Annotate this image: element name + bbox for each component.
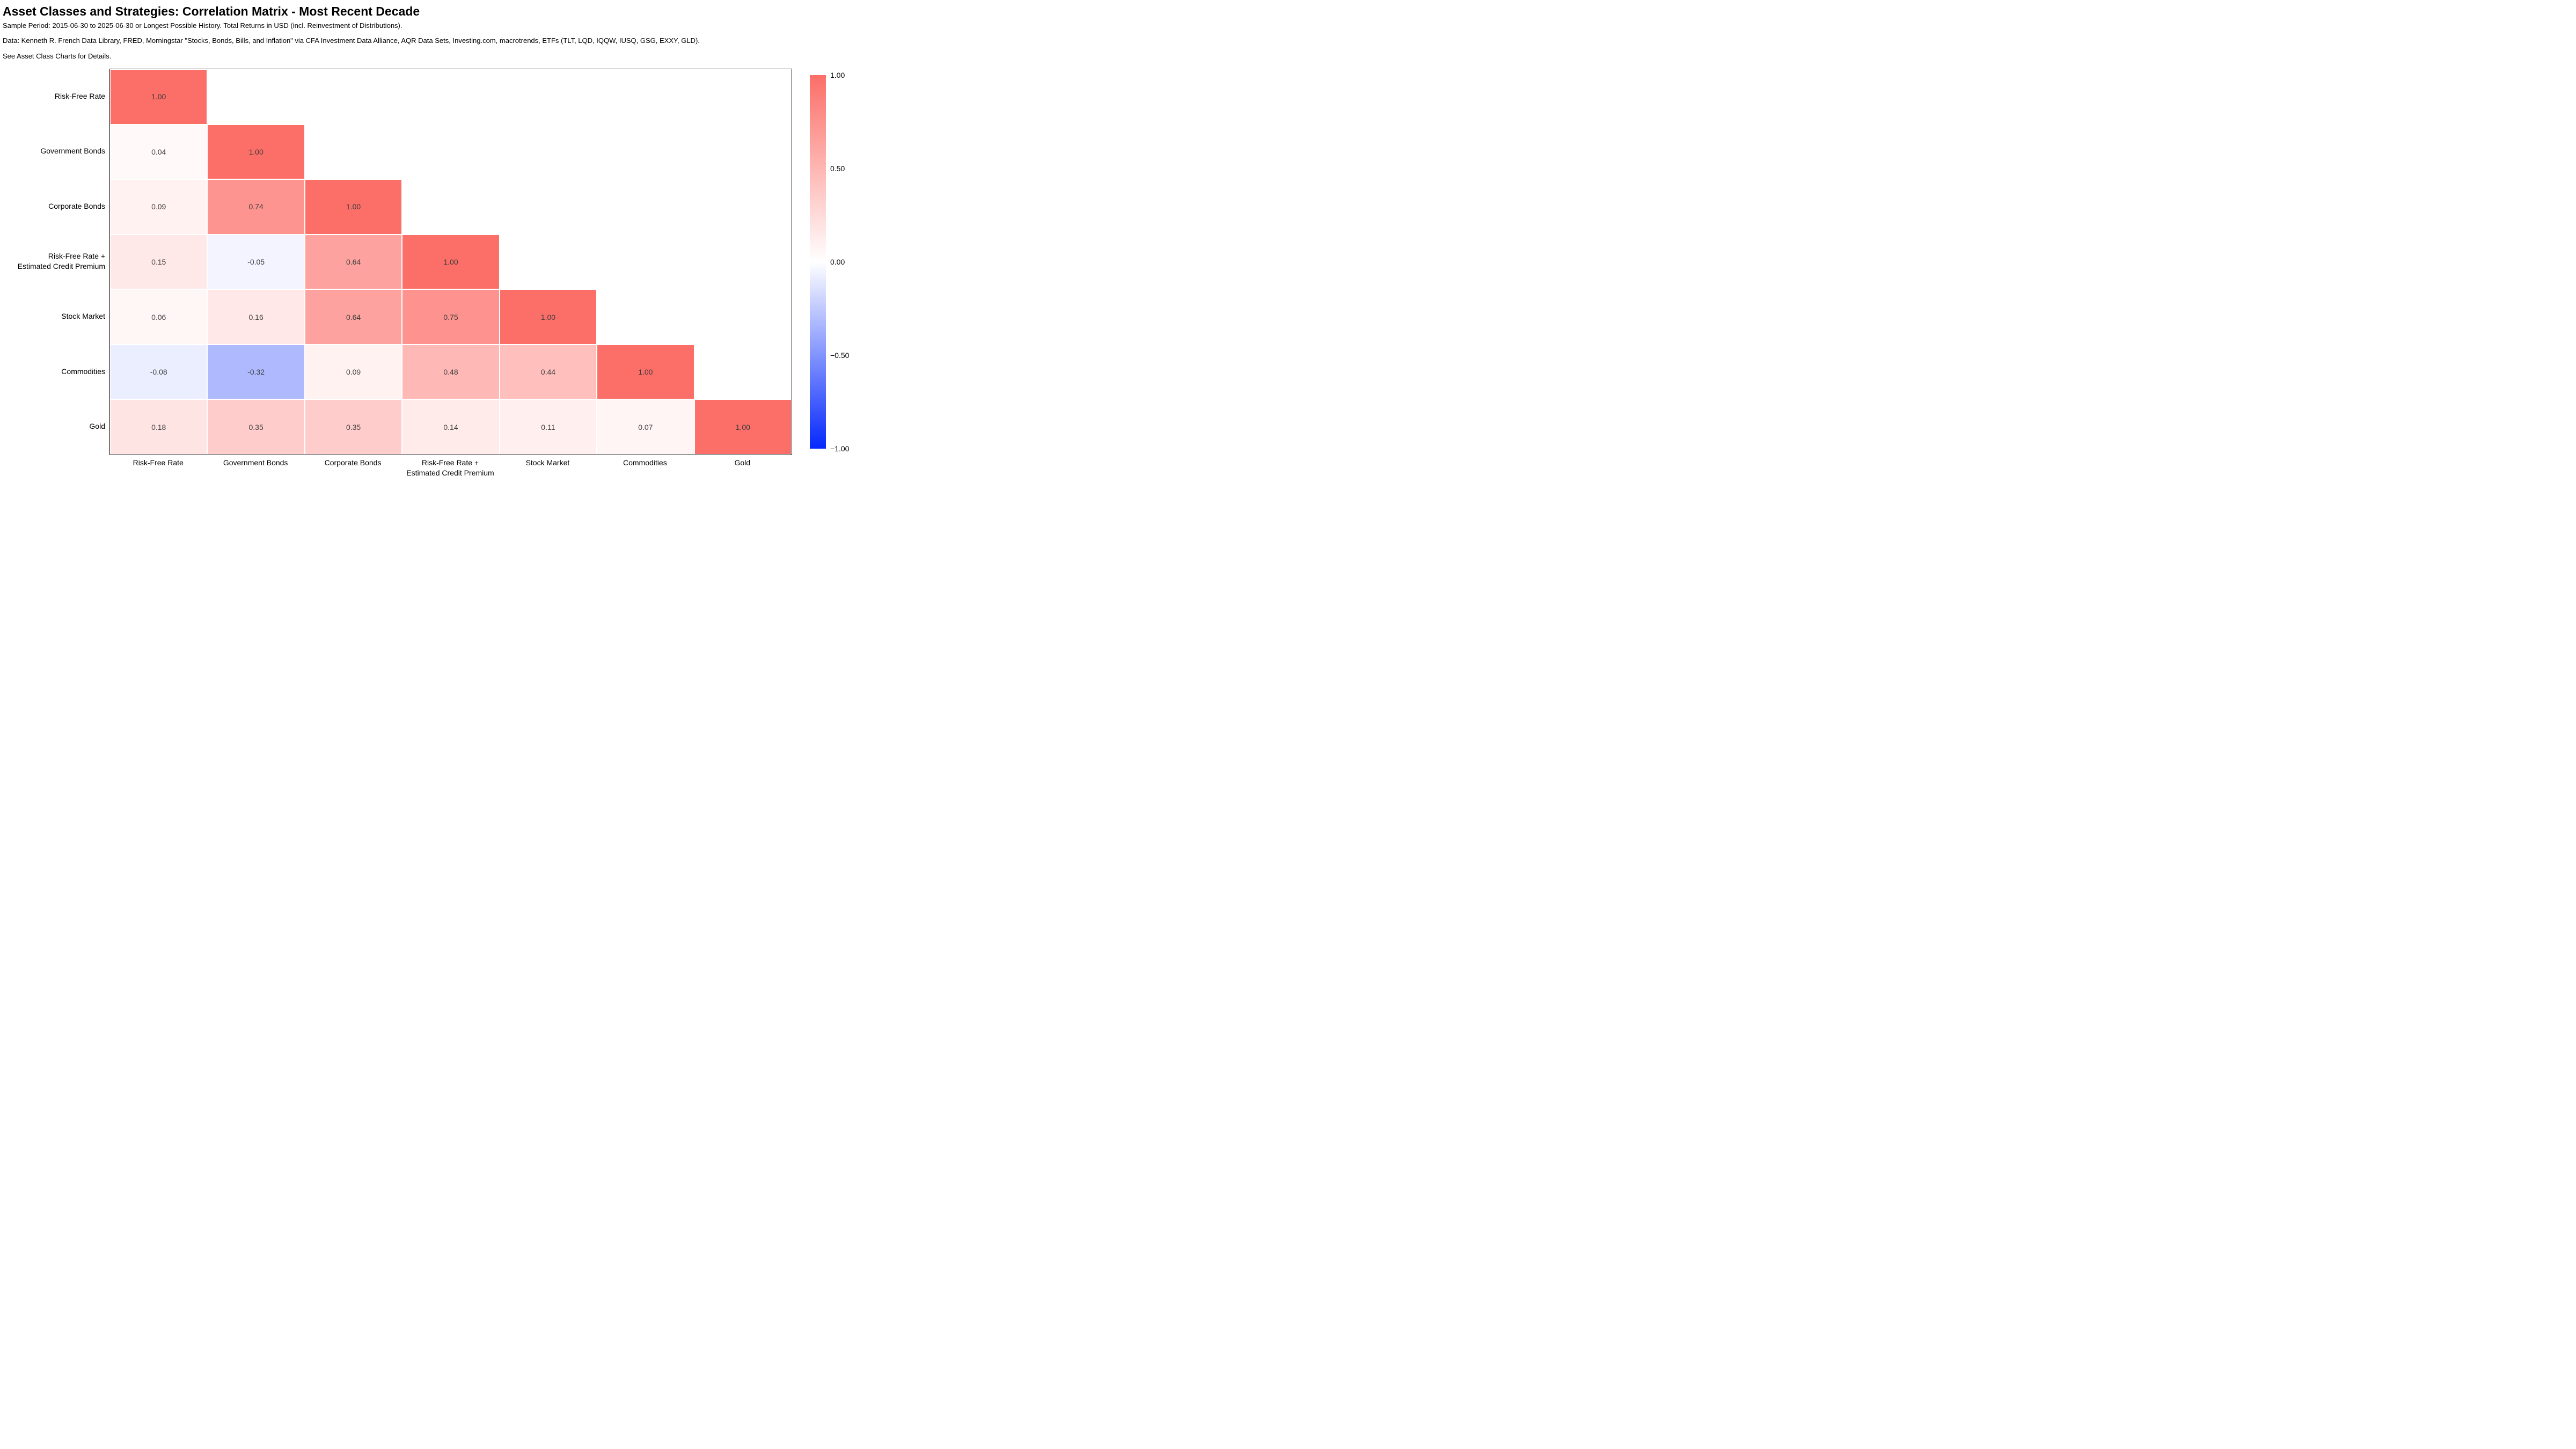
cell-value: 0.35	[346, 422, 361, 431]
matrix-cell: 1.00	[304, 179, 402, 235]
matrix-cell: 0.64	[304, 289, 402, 345]
cell-value: 0.64	[346, 312, 361, 321]
matrix-cell: -0.08	[110, 344, 208, 400]
colorbar-tick-label: −1.00	[830, 444, 850, 453]
matrix-cell: 0.64	[304, 234, 402, 290]
x-axis-label: Government Bonds	[223, 458, 288, 467]
matrix-cell: 0.11	[499, 399, 597, 455]
matrix-cell: 1.00	[110, 69, 208, 125]
x-axis-label: Gold	[734, 458, 751, 467]
matrix-cell: 1.00	[694, 399, 792, 455]
matrix-cell: 0.74	[207, 179, 305, 235]
cell-value: 0.09	[151, 202, 166, 211]
y-axis-label: Corporate Bonds	[48, 201, 105, 210]
cell-value: -0.32	[247, 368, 265, 377]
cell-value: 0.16	[248, 312, 264, 321]
cell-value: 1.00	[735, 422, 750, 431]
cell-value: 0.35	[248, 422, 264, 431]
cell-value: 1.00	[540, 312, 556, 321]
matrix-cell: 0.18	[110, 399, 208, 455]
matrix-cell: 0.75	[402, 289, 500, 345]
cell-value: 0.75	[443, 312, 458, 321]
cell-value: 1.00	[346, 202, 361, 211]
colorbar-gradient	[810, 75, 826, 449]
matrix-cell: 0.09	[110, 179, 208, 235]
y-axis-label: Government Bonds	[40, 147, 105, 156]
matrix-cell: -0.05	[207, 234, 305, 290]
cell-value: 0.48	[443, 368, 458, 377]
cell-value: 1.00	[443, 257, 458, 266]
matrix-cell: 0.06	[110, 289, 208, 345]
x-axis-label: Stock Market	[525, 458, 570, 467]
colorbar-tick-label: 0.00	[830, 258, 845, 266]
cell-value: 0.18	[151, 422, 166, 431]
x-axis-label: Risk-Free Rate	[133, 458, 184, 467]
cell-value: 0.74	[248, 202, 264, 211]
matrix-cell: 1.00	[597, 344, 694, 400]
chart-subtitle-data-sources: Data: Kenneth R. French Data Library, FR…	[3, 36, 700, 45]
cell-value: 0.15	[151, 257, 166, 266]
correlation-matrix-figure: Asset Classes and Strategies: Correlatio…	[0, 0, 859, 483]
matrix-cell: 1.00	[402, 234, 500, 290]
cell-value: -0.05	[247, 257, 265, 266]
cell-value: 0.11	[541, 422, 555, 431]
matrix-cell: 1.00	[499, 289, 597, 345]
matrix-cell: -0.32	[207, 344, 305, 400]
matrix-cell: 0.14	[402, 399, 500, 455]
heatmap-plot-area: 1.00 0.04 1.00 0.09 0.74 1.00 0.15 -0.05 0.64 1.0…	[109, 69, 792, 455]
cell-value: 0.04	[151, 147, 166, 156]
colorbar-tick-label: −0.50	[830, 351, 850, 360]
matrix-cell: 0.04	[110, 124, 208, 180]
cell-value: 1.00	[151, 92, 166, 101]
x-axis-label: Risk-Free Rate + Estimated Credit Premiu…	[406, 458, 494, 477]
y-axis-label: Stock Market	[61, 312, 105, 321]
matrix-cell: 1.00	[207, 124, 305, 180]
y-axis-label: Commodities	[61, 367, 105, 376]
matrix-cell: 0.35	[207, 399, 305, 455]
cell-value: 0.14	[443, 422, 458, 431]
matrix-cell: 0.16	[207, 289, 305, 345]
x-axis-label: Corporate Bonds	[324, 458, 382, 467]
x-axis-labels: Risk-Free Rate Government Bonds Corporate …	[109, 458, 791, 481]
cell-value: 0.06	[151, 312, 166, 321]
matrix-cell: 0.44	[499, 344, 597, 400]
cell-value: 0.44	[540, 368, 556, 377]
matrix-cell: 0.09	[304, 344, 402, 400]
matrix-cell: 0.48	[402, 344, 500, 400]
matrix-cell: 0.35	[304, 399, 402, 455]
colorbar-tick-label: 1.00	[830, 71, 845, 79]
chart-subtitle-see-details: See Asset Class Charts for Details.	[3, 52, 112, 60]
cell-value: 1.00	[248, 147, 264, 156]
matrix-cell: 0.15	[110, 234, 208, 290]
matrix-cell: 0.07	[597, 399, 694, 455]
y-axis-label: Risk-Free Rate + Estimated Credit Premiu…	[17, 252, 105, 270]
cell-value: 0.07	[638, 422, 653, 431]
x-axis-label: Commodities	[623, 458, 667, 467]
chart-title: Asset Classes and Strategies: Correlatio…	[3, 4, 420, 18]
cell-value: 1.00	[638, 368, 653, 377]
y-axis-label: Gold	[89, 422, 105, 431]
cell-value: -0.08	[150, 368, 167, 377]
y-axis-label: Risk-Free Rate	[54, 91, 105, 100]
colorbar-tick-label: 0.50	[830, 164, 845, 173]
y-axis-labels: Risk-Free Rate Government Bonds Corporate …	[0, 69, 105, 454]
chart-subtitle-sample-period: Sample Period: 2015-06-30 to 2025-06-30 …	[3, 21, 402, 30]
cell-value: 0.64	[346, 257, 361, 266]
cell-value: 0.09	[346, 368, 361, 377]
